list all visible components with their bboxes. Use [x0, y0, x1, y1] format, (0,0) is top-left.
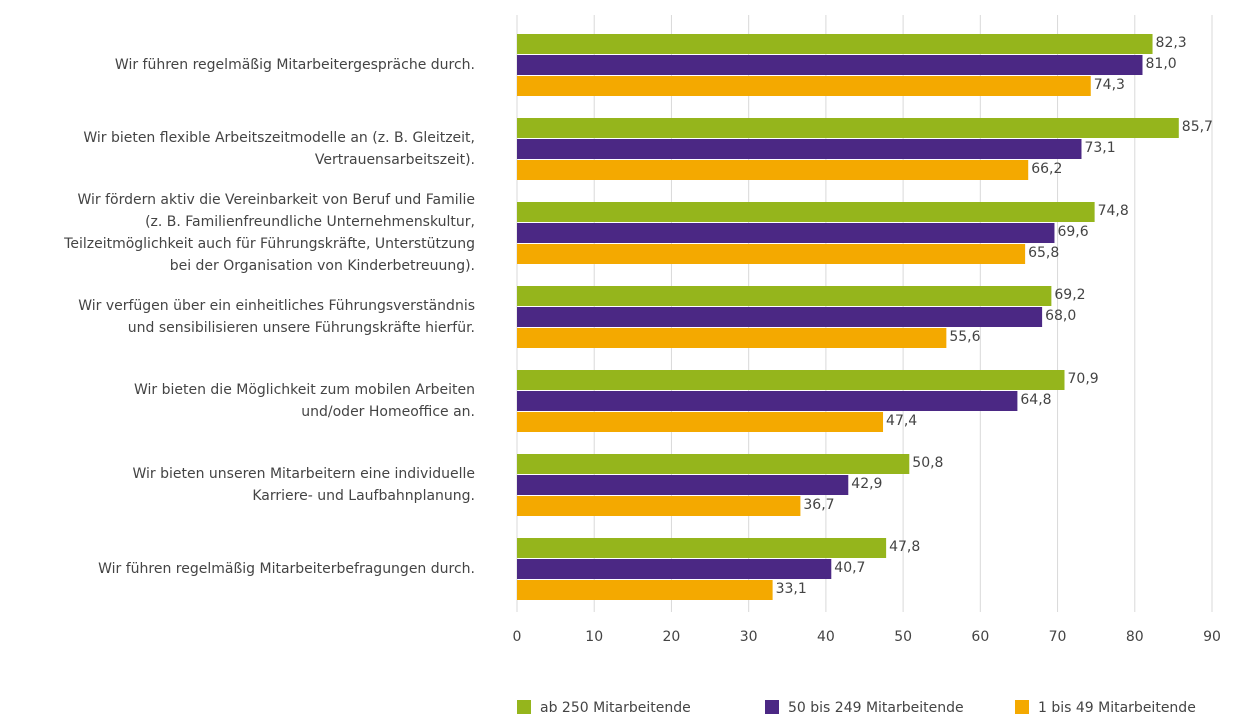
value-label: 82,3	[1156, 35, 1187, 51]
bar	[517, 202, 1095, 222]
x-tick-label: 20	[663, 629, 681, 645]
bar	[517, 454, 910, 474]
x-tick-label: 40	[817, 629, 835, 645]
x-tick-label: 50	[894, 629, 912, 645]
value-label: 55,6	[949, 329, 980, 345]
bar	[517, 34, 1153, 54]
category-label: Wir bieten die Möglichkeit zum mobilen A…	[134, 382, 475, 398]
value-label: 70,9	[1068, 371, 1099, 387]
value-label: 74,8	[1098, 203, 1129, 219]
value-label: 81,0	[1146, 56, 1177, 72]
category-label: und/oder Homeoffice an.	[301, 404, 475, 420]
x-tick-label: 80	[1126, 629, 1144, 645]
bar	[517, 55, 1143, 75]
x-tick-label: 10	[585, 629, 603, 645]
legend-label: 1 bis 49 Mitarbeitende	[1038, 700, 1196, 716]
value-label: 85,7	[1182, 119, 1213, 135]
category-label: Wir führen regelmäßig Mitarbeiterbefragu…	[98, 561, 475, 577]
category-label: Wir bieten unseren Mitarbeitern eine ind…	[132, 466, 475, 482]
bar	[517, 76, 1091, 96]
x-tick-label: 30	[740, 629, 758, 645]
value-label: 33,1	[776, 581, 807, 597]
legend-swatch	[765, 700, 779, 714]
bar	[517, 538, 887, 558]
value-label: 64,8	[1020, 392, 1051, 408]
value-label: 47,8	[889, 539, 920, 555]
value-label: 50,8	[912, 455, 943, 471]
category-label: bei der Organisation von Kinderbetreuung…	[170, 258, 475, 274]
category-label: Vertrauensarbeitszeit).	[315, 152, 475, 168]
bar	[517, 580, 773, 600]
category-label: Wir verfügen über ein einheitliches Führ…	[78, 298, 475, 314]
legend-label: ab 250 Mitarbeitende	[540, 700, 691, 716]
value-label: 73,1	[1084, 140, 1115, 156]
bar	[517, 160, 1029, 180]
value-label: 74,3	[1094, 77, 1125, 93]
bar	[517, 475, 849, 495]
bar	[517, 223, 1055, 243]
bar	[517, 328, 947, 348]
x-tick-label: 0	[513, 629, 522, 645]
category-label: Teilzeitmöglichkeit auch für Führungskrä…	[63, 236, 475, 252]
value-label: 65,8	[1028, 245, 1059, 261]
legend-swatch	[1015, 700, 1029, 714]
value-label: 66,2	[1031, 161, 1062, 177]
value-label: 69,6	[1057, 224, 1088, 240]
bar	[517, 307, 1043, 327]
value-label: 40,7	[834, 560, 865, 576]
legend-label: 50 bis 249 Mitarbeitende	[788, 700, 964, 716]
value-label: 42,9	[851, 476, 882, 492]
x-tick-label: 70	[1049, 629, 1067, 645]
value-label: 36,7	[803, 497, 834, 513]
bar	[517, 286, 1052, 306]
x-tick-label: 60	[971, 629, 989, 645]
bar	[517, 391, 1018, 411]
value-label: 69,2	[1054, 287, 1085, 303]
bar	[517, 244, 1026, 264]
x-tick-label: 90	[1203, 629, 1221, 645]
bar	[517, 559, 832, 579]
category-label: Wir führen regelmäßig Mitarbeitergespräc…	[115, 57, 475, 73]
category-label: Wir bieten flexible Arbeitszeitmodelle a…	[83, 130, 475, 146]
bar	[517, 412, 884, 432]
value-label: 68,0	[1045, 308, 1076, 324]
bar	[517, 139, 1082, 159]
category-label: und sensibilisieren unsere Führungskräft…	[128, 320, 475, 336]
category-label: (z. B. Familienfreundliche Unternehmensk…	[145, 214, 475, 230]
legend-swatch	[517, 700, 531, 714]
bar	[517, 370, 1065, 390]
value-label: 47,4	[886, 413, 917, 429]
bar	[517, 118, 1179, 138]
category-label: Wir fördern aktiv die Vereinbarkeit von …	[77, 192, 475, 208]
category-label: Karriere- und Laufbahnplanung.	[252, 488, 475, 504]
bar	[517, 496, 801, 516]
